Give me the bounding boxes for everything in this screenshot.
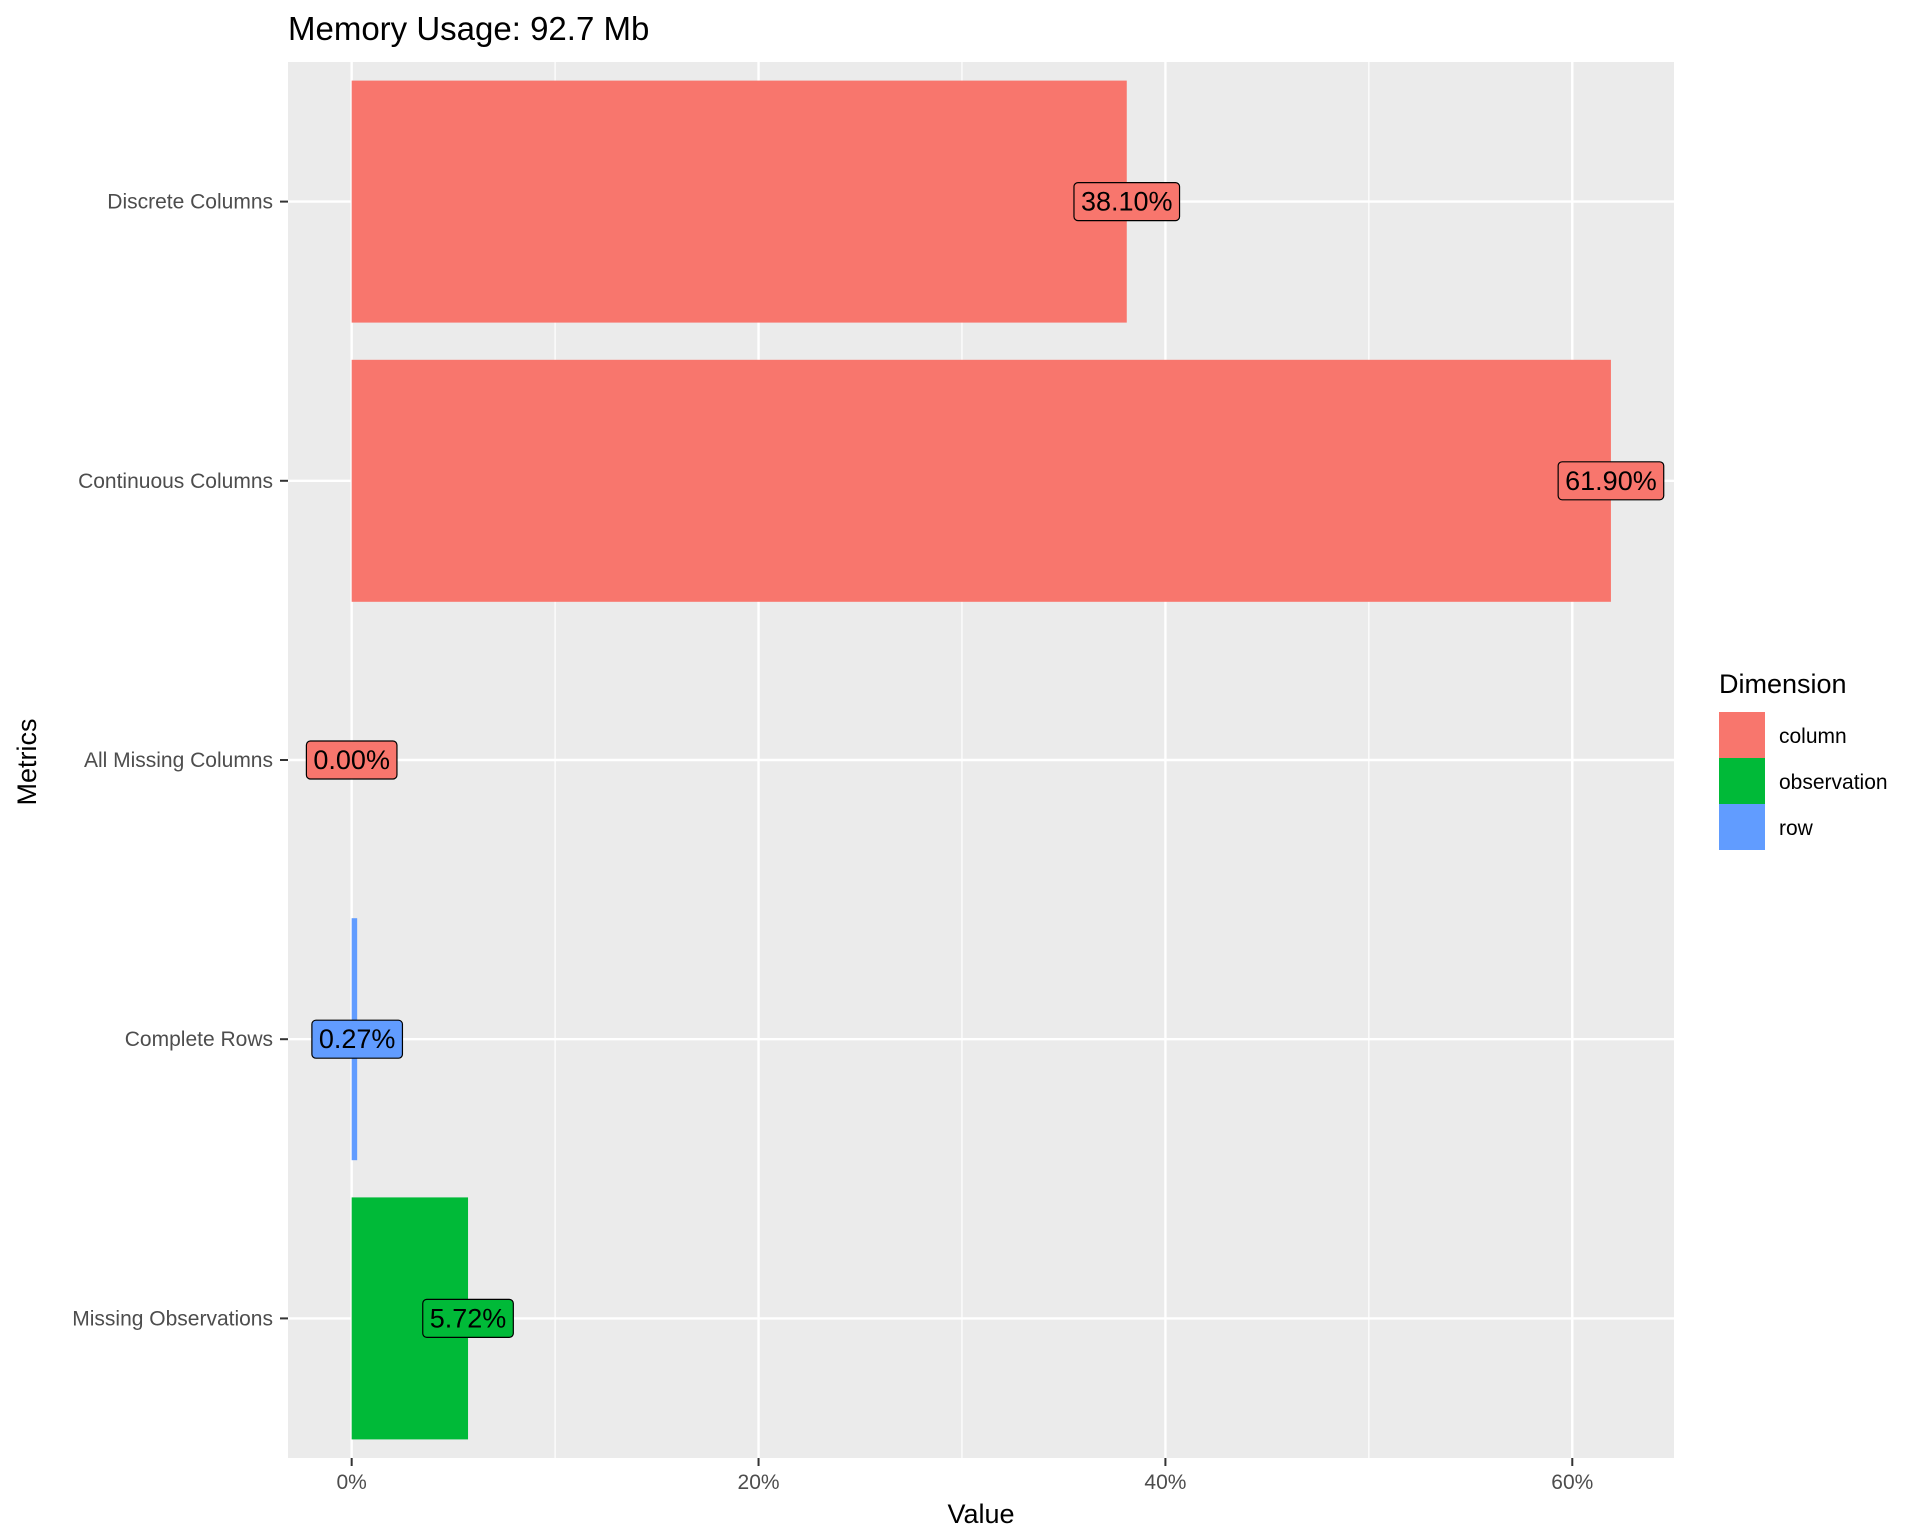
data-label: 5.72%	[422, 1298, 514, 1339]
data-label-text: 5.72%	[430, 1303, 507, 1333]
x-axis-title: Value	[947, 1499, 1014, 1529]
data-label-text: 0.27%	[319, 1024, 396, 1054]
data-label-text: 0.00%	[313, 745, 390, 775]
bar	[351, 359, 1611, 602]
data-label-box	[422, 1298, 514, 1339]
x-tick-label: 40%	[1144, 1471, 1186, 1494]
data-label-text: 61.90%	[1565, 466, 1657, 496]
data-label-text: 38.10%	[1081, 187, 1173, 217]
legend-title: Dimension	[1719, 669, 1847, 699]
y-tick-label: Complete Rows	[125, 1028, 273, 1051]
data-label-box	[305, 740, 398, 780]
legend-swatch	[1719, 804, 1765, 850]
y-tick-label: Missing Observations	[72, 1307, 273, 1330]
legend-label: observation	[1779, 771, 1888, 794]
chart-title: Memory Usage: 92.7 Mb	[288, 10, 649, 47]
bar	[351, 80, 1127, 323]
data-label: 61.90%	[1557, 461, 1665, 501]
x-tick-label: 0%	[336, 1471, 366, 1494]
x-tick-label: 20%	[738, 1471, 780, 1494]
legend: Dimension column observation row	[1719, 669, 1888, 850]
legend-label: row	[1779, 817, 1814, 840]
legend-swatch	[1719, 758, 1765, 804]
data-label: 0.00%	[305, 740, 398, 780]
data-label-box	[1073, 182, 1181, 222]
data-label: 0.27%	[311, 1019, 404, 1059]
legend-swatch	[1719, 712, 1765, 758]
y-tick-label: Discrete Columns	[107, 191, 273, 214]
y-tick-label: Continuous Columns	[78, 470, 273, 493]
data-label: 38.10%	[1073, 182, 1181, 222]
y-tick-label: All Missing Columns	[84, 749, 273, 772]
x-tick-label: 60%	[1551, 1471, 1593, 1494]
plot-area: 38.10% 61.90% 0.00% 0.27% 5.72% Discrete Colu…	[72, 62, 1674, 1494]
y-axis-title: Metrics	[12, 719, 42, 806]
data-label-box	[1557, 461, 1665, 501]
legend-label: column	[1779, 725, 1847, 748]
data-label-box	[311, 1019, 404, 1059]
